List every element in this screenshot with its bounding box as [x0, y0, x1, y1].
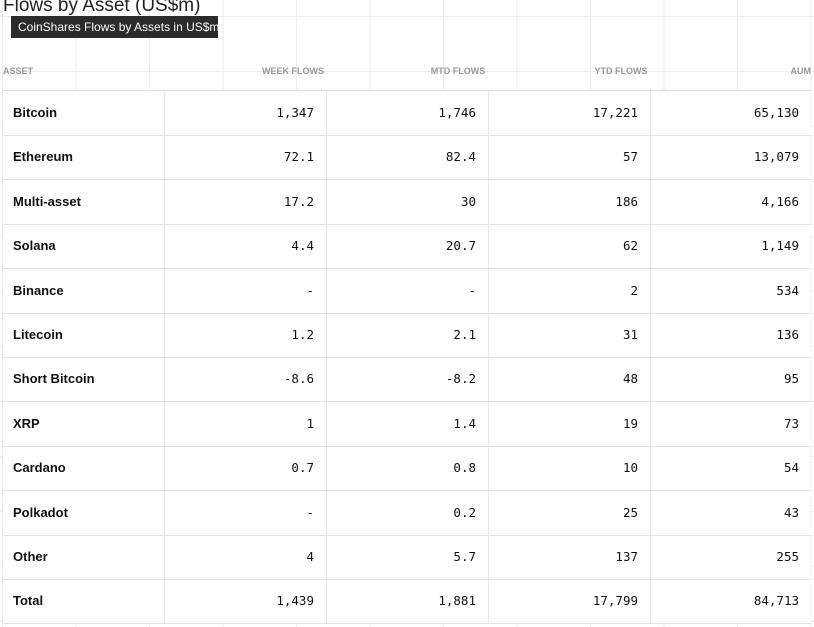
column-header: ASSET — [3, 66, 34, 76]
flow-value: 255 — [650, 535, 811, 579]
asset-name: Multi-asset — [13, 193, 81, 209]
table-row: Litecoin 1.2 2.1 31 136 — [3, 313, 811, 358]
title: Flows by Asset (US$m) — [3, 0, 201, 16]
flow-value: 84,713 — [650, 579, 811, 624]
flow-value: 0.8 — [326, 446, 488, 491]
flow-value: 2 — [488, 268, 650, 313]
flow-value: 0.7 — [164, 446, 326, 491]
asset-name: Short Bitcoin — [13, 371, 95, 387]
flow-value: 136 — [650, 313, 811, 357]
table-row: XRP 1 1.4 19 73 — [3, 401, 811, 447]
flow-value: 25 — [488, 490, 650, 535]
flow-value: 20.7 — [326, 224, 488, 269]
table-row: Solana 4.4 20.7 62 1,149 — [3, 224, 811, 270]
flow-value: 1,439 — [164, 579, 326, 624]
flow-value: 0.2 — [326, 490, 488, 535]
flow-value: 534 — [650, 268, 811, 313]
flow-value: - — [164, 490, 326, 535]
flow-value: 4 — [164, 535, 326, 579]
flow-value: 2.1 — [326, 313, 488, 357]
asset-name: Other — [13, 549, 48, 564]
tooltip: CoinShares Flows by Assets in US$m — [11, 16, 219, 38]
column-header: AUM — [790, 66, 812, 76]
flow-value: -8.2 — [326, 357, 488, 402]
table-row: Binance - -2 534 — [3, 268, 811, 314]
flow-value: - — [164, 268, 326, 313]
table-row: Bitcoin 1,347 1,746 17,221 65,130 — [3, 91, 811, 136]
flow-value: 1 — [164, 401, 326, 446]
flow-value: 13,079 — [650, 135, 811, 180]
asset-name: Binance — [13, 282, 64, 298]
table-row: Cardano 0.7 0.8 10 54 — [3, 446, 811, 492]
flow-value: 31 — [488, 313, 650, 357]
asset-name: Bitcoin — [13, 105, 58, 120]
flow-value: 10 — [488, 446, 650, 491]
table-row: Ethereum 72.1 82.4 57 13,079 — [3, 135, 811, 181]
flow-value: 1,149 — [650, 224, 811, 269]
flow-value: 43 — [650, 490, 811, 535]
asset-name: XRP — [13, 415, 40, 431]
flow-value: 65,130 — [650, 91, 811, 135]
flow-value: 73 — [650, 401, 811, 446]
asset-name: Total — [13, 593, 44, 609]
table-row: Total 1,439 1,881 17,799 84,713 — [3, 579, 811, 625]
flow-value: 48 — [488, 357, 650, 402]
flow-value: 4,166 — [650, 179, 811, 224]
column-header: YTD FLOWS — [594, 66, 648, 76]
flow-value: 82.4 — [326, 135, 488, 180]
asset-name: Litecoin — [13, 327, 63, 342]
flow-value: 137 — [488, 535, 650, 579]
asset-name: Polkadot — [13, 504, 68, 520]
flow-value: 1,746 — [326, 91, 488, 135]
table-row: Polkadot -0.2 25 43 — [3, 490, 811, 536]
flow-value: 95 — [650, 357, 811, 402]
table: Bitcoin 1,347 1,746 17,221 65,130 Ethereum 72.… — [3, 90, 811, 625]
flow-value: 186 — [488, 179, 650, 224]
flow-value: 17.2 — [164, 179, 326, 224]
flow-value: 5.7 — [326, 535, 488, 579]
table-row: Multi-asset 17.2 30 186 4,166 — [3, 179, 811, 225]
flow-value: 17,799 — [488, 579, 650, 624]
flow-value: 1.4 — [326, 401, 488, 446]
asset-name: Ethereum — [13, 149, 73, 165]
table-row: Other 4 5.7 137 255 — [3, 535, 811, 580]
asset-name: Solana — [13, 238, 56, 254]
flow-value: 19 — [488, 401, 650, 446]
flow-value: 1.2 — [164, 313, 326, 357]
flow-value: 17,221 — [488, 91, 650, 135]
flow-value: 4.4 — [164, 224, 326, 269]
flow-value: - — [326, 268, 488, 313]
flow-value: 54 — [650, 446, 811, 491]
flow-value: 72.1 — [164, 135, 326, 180]
table-row: Short Bitcoin -8.6 -8.2 48 95 — [3, 357, 811, 403]
asset-name: Cardano — [13, 460, 66, 476]
flow-value: 30 — [326, 179, 488, 224]
column-header: MTD FLOWS — [430, 66, 486, 76]
flow-value: -8.6 — [164, 357, 326, 402]
flow-value: 1,881 — [326, 579, 488, 624]
flow-value: 57 — [488, 135, 650, 180]
flow-value: 62 — [488, 224, 650, 269]
column-header: WEEK FLOWS — [262, 66, 324, 76]
flow-value: 1,347 — [164, 91, 326, 135]
